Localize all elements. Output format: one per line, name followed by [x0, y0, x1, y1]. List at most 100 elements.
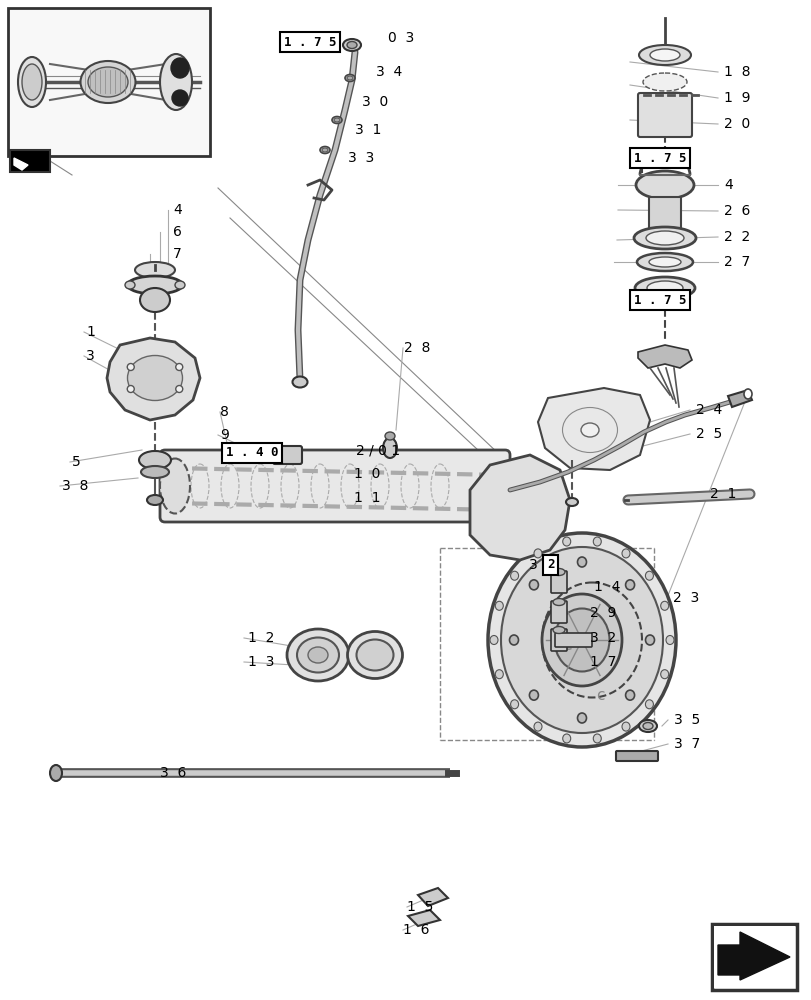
Text: 2  5: 2 5: [695, 427, 721, 441]
Ellipse shape: [500, 547, 663, 733]
Ellipse shape: [147, 495, 163, 505]
Ellipse shape: [637, 149, 646, 161]
Ellipse shape: [562, 734, 570, 743]
Ellipse shape: [593, 537, 600, 546]
Text: 2  0: 2 0: [723, 117, 749, 131]
Ellipse shape: [638, 45, 690, 65]
Bar: [10, 150, 50, 172]
Text: 3  7: 3 7: [673, 737, 699, 751]
Text: 1  7: 1 7: [590, 655, 616, 669]
Ellipse shape: [333, 118, 340, 122]
Text: 1: 1: [86, 325, 95, 339]
Ellipse shape: [624, 690, 634, 700]
Text: 4: 4: [723, 178, 732, 192]
Polygon shape: [637, 345, 691, 368]
Text: 2  4: 2 4: [695, 403, 721, 417]
Text: 5: 5: [72, 455, 80, 469]
Text: 6: 6: [173, 225, 182, 239]
Ellipse shape: [552, 568, 564, 576]
Ellipse shape: [22, 64, 42, 100]
Ellipse shape: [593, 734, 600, 743]
Polygon shape: [727, 390, 751, 407]
Text: 9: 9: [220, 428, 229, 442]
Ellipse shape: [160, 458, 190, 514]
Polygon shape: [717, 932, 789, 980]
Ellipse shape: [18, 57, 46, 107]
Ellipse shape: [141, 466, 169, 478]
Ellipse shape: [139, 288, 169, 312]
Text: 8: 8: [220, 405, 229, 419]
FancyBboxPatch shape: [551, 601, 566, 623]
Ellipse shape: [636, 253, 692, 271]
Ellipse shape: [534, 722, 541, 731]
Polygon shape: [107, 338, 200, 420]
Ellipse shape: [307, 647, 328, 663]
Ellipse shape: [633, 227, 695, 249]
Bar: [8, 8, 210, 156]
Text: 3  2: 3 2: [590, 631, 616, 645]
Text: 1 . 7 5: 1 . 7 5: [633, 152, 685, 165]
Ellipse shape: [172, 90, 188, 106]
Ellipse shape: [660, 601, 668, 610]
Ellipse shape: [127, 385, 134, 392]
Ellipse shape: [322, 148, 328, 152]
Text: c: c: [561, 636, 572, 654]
Ellipse shape: [489, 636, 497, 645]
Text: 1  2: 1 2: [247, 631, 274, 645]
Ellipse shape: [139, 451, 171, 469]
Text: 1  1: 1 1: [354, 491, 380, 505]
Polygon shape: [407, 910, 440, 926]
Ellipse shape: [621, 722, 629, 731]
Ellipse shape: [552, 626, 564, 634]
Ellipse shape: [320, 147, 329, 154]
Ellipse shape: [645, 635, 654, 645]
Ellipse shape: [645, 571, 653, 580]
Text: 2  2: 2 2: [723, 230, 749, 244]
FancyBboxPatch shape: [160, 450, 509, 522]
FancyBboxPatch shape: [554, 633, 591, 647]
Text: 1 . 7 5: 1 . 7 5: [283, 36, 336, 49]
Ellipse shape: [624, 580, 634, 590]
Text: 1  5: 1 5: [406, 900, 433, 914]
Ellipse shape: [127, 356, 182, 400]
Text: 1 . 7 5: 1 . 7 5: [633, 294, 685, 306]
Ellipse shape: [554, 608, 609, 672]
Text: 2  8: 2 8: [404, 341, 430, 355]
Ellipse shape: [286, 629, 349, 681]
Ellipse shape: [292, 376, 307, 387]
Text: c: c: [595, 688, 603, 702]
Ellipse shape: [347, 632, 402, 678]
Text: 3  0: 3 0: [362, 95, 388, 109]
Ellipse shape: [356, 640, 393, 670]
Text: 2 / 0 1: 2 / 0 1: [355, 443, 400, 457]
Ellipse shape: [534, 549, 541, 558]
Ellipse shape: [135, 262, 175, 278]
Text: 1  3: 1 3: [247, 655, 274, 669]
Ellipse shape: [649, 49, 679, 61]
FancyBboxPatch shape: [551, 571, 566, 593]
Polygon shape: [418, 888, 448, 906]
Ellipse shape: [80, 61, 135, 103]
Ellipse shape: [332, 117, 341, 124]
Text: 1  9: 1 9: [723, 91, 749, 105]
Ellipse shape: [346, 42, 357, 49]
Ellipse shape: [743, 389, 751, 399]
Text: 7: 7: [173, 247, 182, 261]
Ellipse shape: [541, 582, 642, 698]
Text: 3: 3: [86, 349, 95, 363]
Ellipse shape: [638, 720, 656, 732]
Ellipse shape: [160, 54, 191, 110]
Ellipse shape: [648, 257, 680, 267]
Ellipse shape: [88, 67, 128, 97]
Ellipse shape: [508, 635, 518, 645]
FancyBboxPatch shape: [648, 197, 680, 229]
Bar: [713, 926, 794, 988]
Ellipse shape: [529, 580, 538, 590]
FancyBboxPatch shape: [637, 93, 691, 137]
Text: 3  5: 3 5: [673, 713, 699, 727]
Ellipse shape: [565, 498, 577, 506]
Ellipse shape: [642, 73, 686, 91]
Ellipse shape: [646, 231, 683, 245]
Ellipse shape: [495, 601, 503, 610]
Ellipse shape: [562, 537, 570, 546]
